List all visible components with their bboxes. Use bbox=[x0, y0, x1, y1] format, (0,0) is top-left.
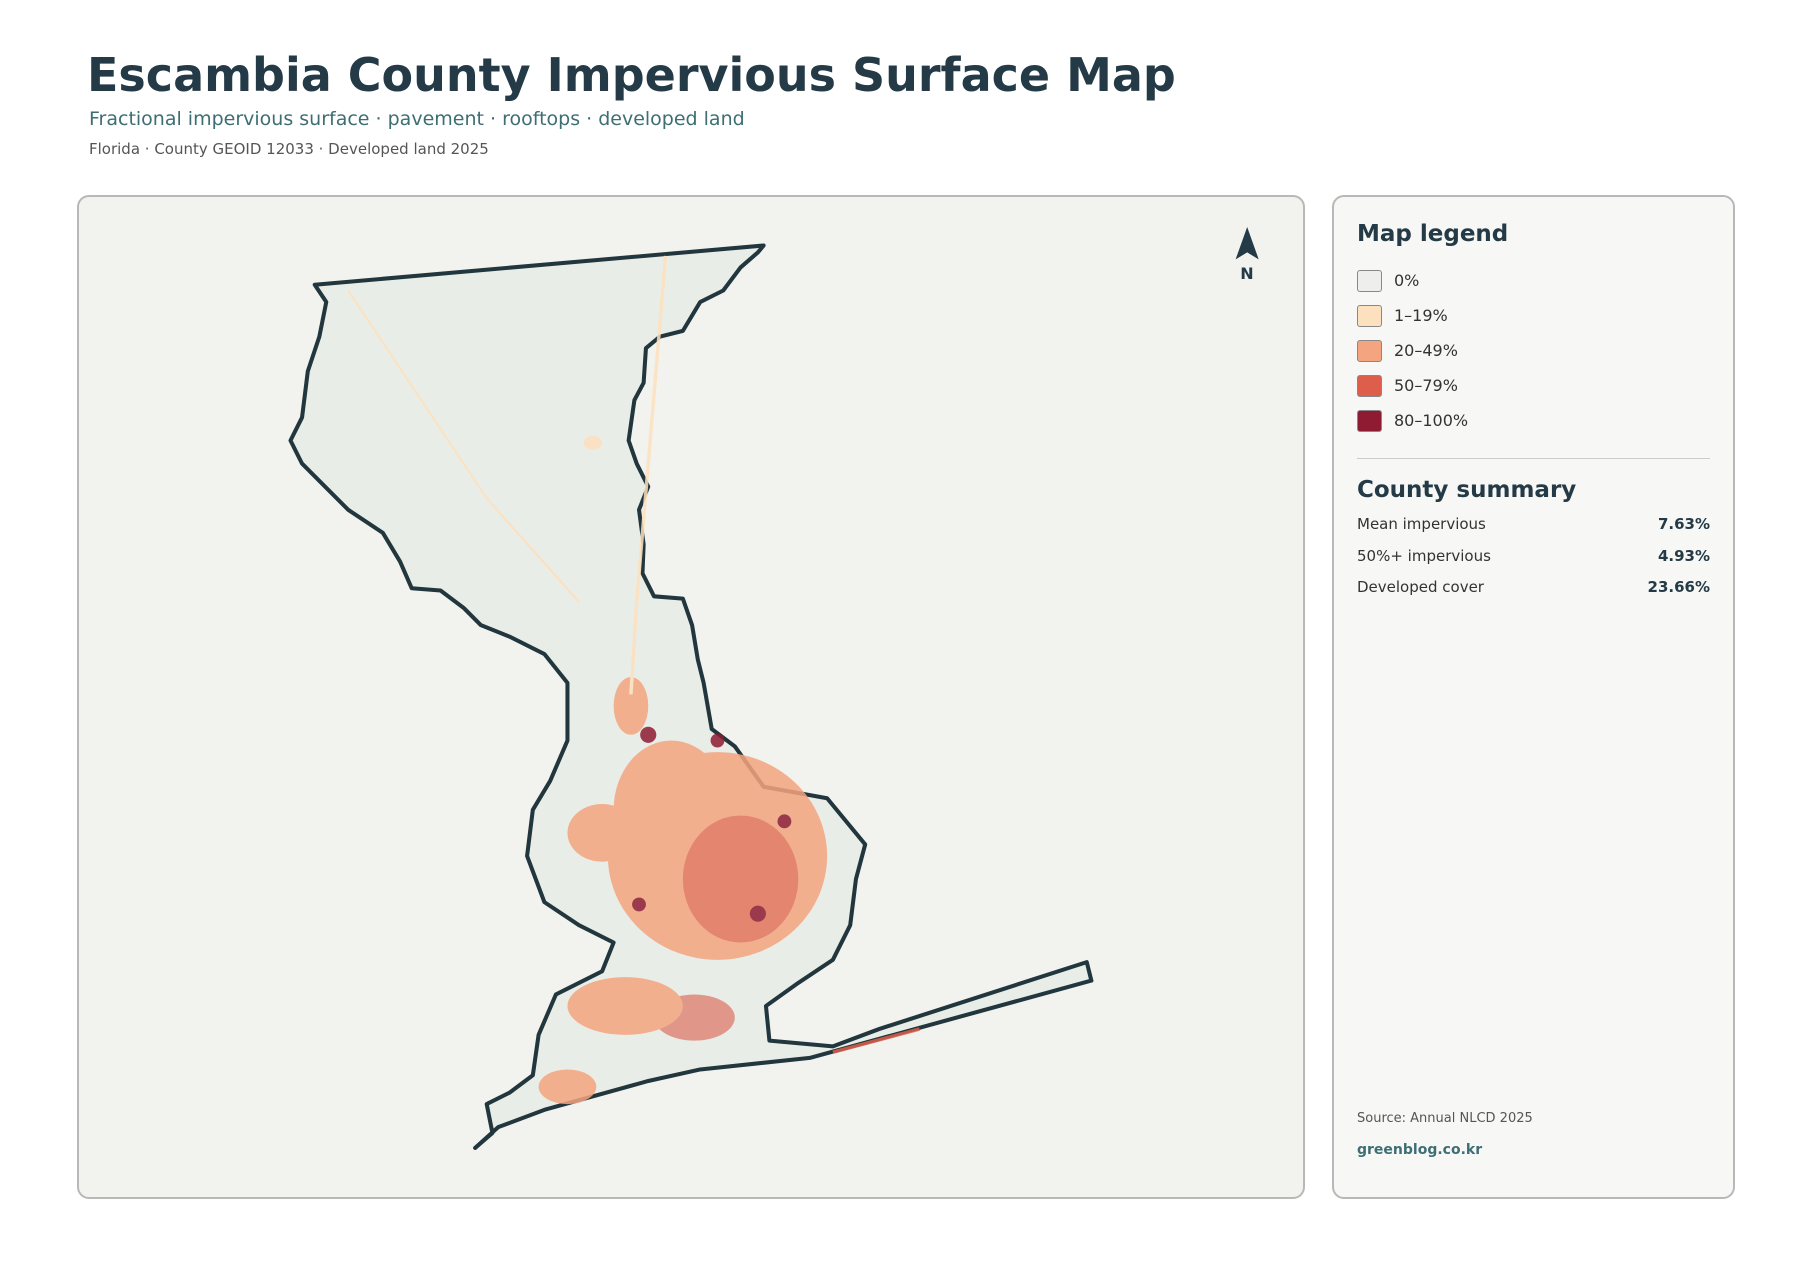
legend-swatch bbox=[1357, 339, 1382, 362]
legend-item: 20–49% bbox=[1357, 333, 1468, 368]
summary-value: 4.93% bbox=[1657, 546, 1710, 565]
county-outline bbox=[288, 243, 1094, 1150]
legend-label: 0% bbox=[1394, 271, 1420, 290]
summary-value: 7.63% bbox=[1657, 515, 1710, 533]
title: Escambia County Impervious Surface Map bbox=[87, 48, 1176, 102]
legend-item: 80–100% bbox=[1357, 403, 1468, 438]
source: Source: Annual NLCD 2025 bbox=[1357, 1111, 1533, 1126]
summary-rows: Mean impervious 7.63% 50%+ impervious 4.93%… bbox=[1357, 515, 1710, 610]
subtitle: Fractional impervious surface · pavement… bbox=[89, 108, 745, 130]
map: N bbox=[288, 227, 1259, 1150]
summary-label: 50%+ impervious bbox=[1357, 546, 1491, 565]
legend-item: 0% bbox=[1357, 263, 1468, 298]
urban-areas bbox=[347, 255, 920, 1105]
legend-label: 20–49% bbox=[1394, 341, 1458, 360]
meta: Florida · County GEOID 12033 · Developed… bbox=[89, 140, 489, 158]
summary-row: 50%+ impervious 4.93% bbox=[1357, 547, 1710, 579]
summary-label: Developed cover bbox=[1357, 578, 1484, 596]
summary-label: Mean impervious bbox=[1357, 515, 1486, 533]
legend-label: 80–100% bbox=[1394, 411, 1469, 430]
legend-swatch bbox=[1357, 304, 1382, 327]
site: greenblog.co.kr bbox=[1357, 1142, 1483, 1158]
legend-label: 1–19% bbox=[1394, 306, 1448, 325]
legend-list: 0% 1–19% 20–49% 50–79% 80–100% bbox=[1357, 263, 1468, 438]
legend-panel: Map legend 0% 1–19% 20–49% 50–79% 80–100% Co… bbox=[1332, 195, 1735, 1199]
north-arrow bbox=[1235, 227, 1259, 260]
summary-title: County summary bbox=[1357, 477, 1577, 503]
divider bbox=[1357, 458, 1710, 459]
legend-item: 1–19% bbox=[1357, 298, 1468, 333]
legend-swatch bbox=[1357, 269, 1382, 292]
legend-item: 50–79% bbox=[1357, 368, 1468, 403]
summary-row: Mean impervious 7.63% bbox=[1357, 515, 1710, 547]
legend-swatch bbox=[1357, 409, 1382, 432]
north-label: N bbox=[1240, 264, 1253, 283]
summary-row: Developed cover 23.66% bbox=[1357, 578, 1710, 610]
legend-swatch bbox=[1357, 374, 1382, 397]
legend-title: Map legend bbox=[1357, 221, 1509, 247]
summary-value: 23.66% bbox=[1647, 578, 1710, 596]
legend-label: 50–79% bbox=[1394, 376, 1458, 395]
map-panel: N bbox=[77, 195, 1305, 1199]
